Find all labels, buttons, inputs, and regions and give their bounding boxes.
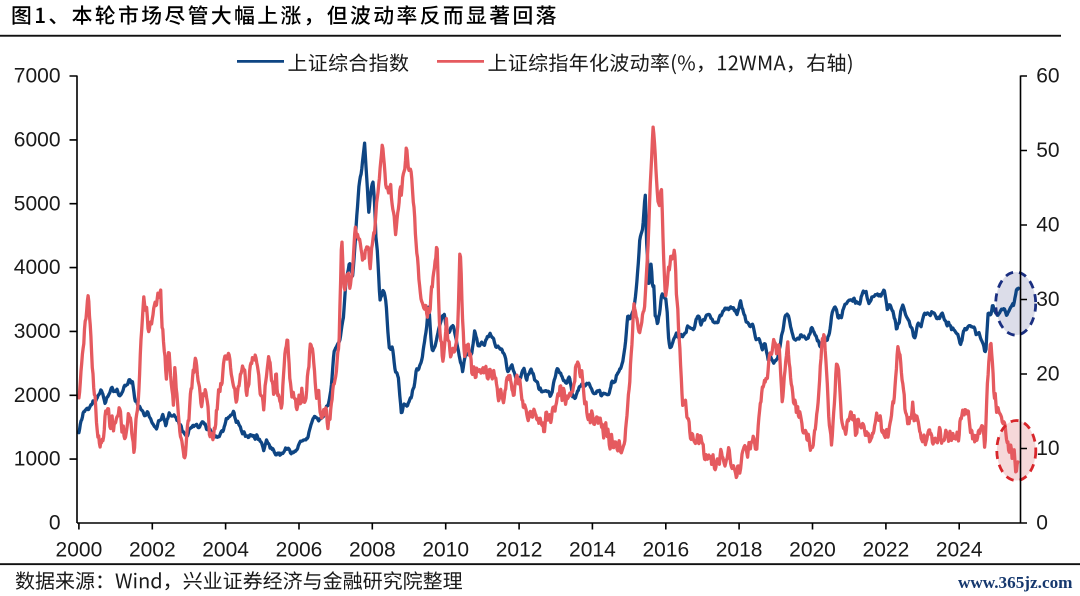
svg-text:2024: 2024 xyxy=(936,539,983,562)
svg-text:3000: 3000 xyxy=(14,320,61,343)
svg-text:1000: 1000 xyxy=(14,448,61,471)
svg-text:60: 60 xyxy=(1036,65,1059,88)
svg-text:7000: 7000 xyxy=(14,65,61,88)
svg-text:10: 10 xyxy=(1036,437,1059,460)
svg-text:2002: 2002 xyxy=(129,539,176,562)
svg-text:www.365jz.com: www.365jz.com xyxy=(958,573,1073,592)
svg-text:4000: 4000 xyxy=(14,256,61,279)
svg-text:0: 0 xyxy=(1036,512,1048,535)
svg-text:2022: 2022 xyxy=(863,539,910,562)
svg-text:0: 0 xyxy=(49,512,61,535)
svg-text:2010: 2010 xyxy=(422,539,469,562)
svg-text:5000: 5000 xyxy=(14,192,61,215)
svg-text:2006: 2006 xyxy=(276,539,323,562)
svg-text:30: 30 xyxy=(1036,288,1059,311)
svg-text:2000: 2000 xyxy=(56,539,103,562)
svg-text:20: 20 xyxy=(1036,363,1059,386)
svg-text:2000: 2000 xyxy=(14,384,61,407)
svg-text:50: 50 xyxy=(1036,139,1059,162)
svg-text:2008: 2008 xyxy=(349,539,396,562)
svg-text:6000: 6000 xyxy=(14,129,61,152)
svg-text:2012: 2012 xyxy=(496,539,543,562)
svg-text:2004: 2004 xyxy=(202,539,249,562)
svg-text:2016: 2016 xyxy=(642,539,689,562)
svg-text:40: 40 xyxy=(1036,214,1059,237)
svg-text:2018: 2018 xyxy=(716,539,763,562)
svg-text:2014: 2014 xyxy=(569,539,616,562)
svg-text:2020: 2020 xyxy=(789,539,836,562)
